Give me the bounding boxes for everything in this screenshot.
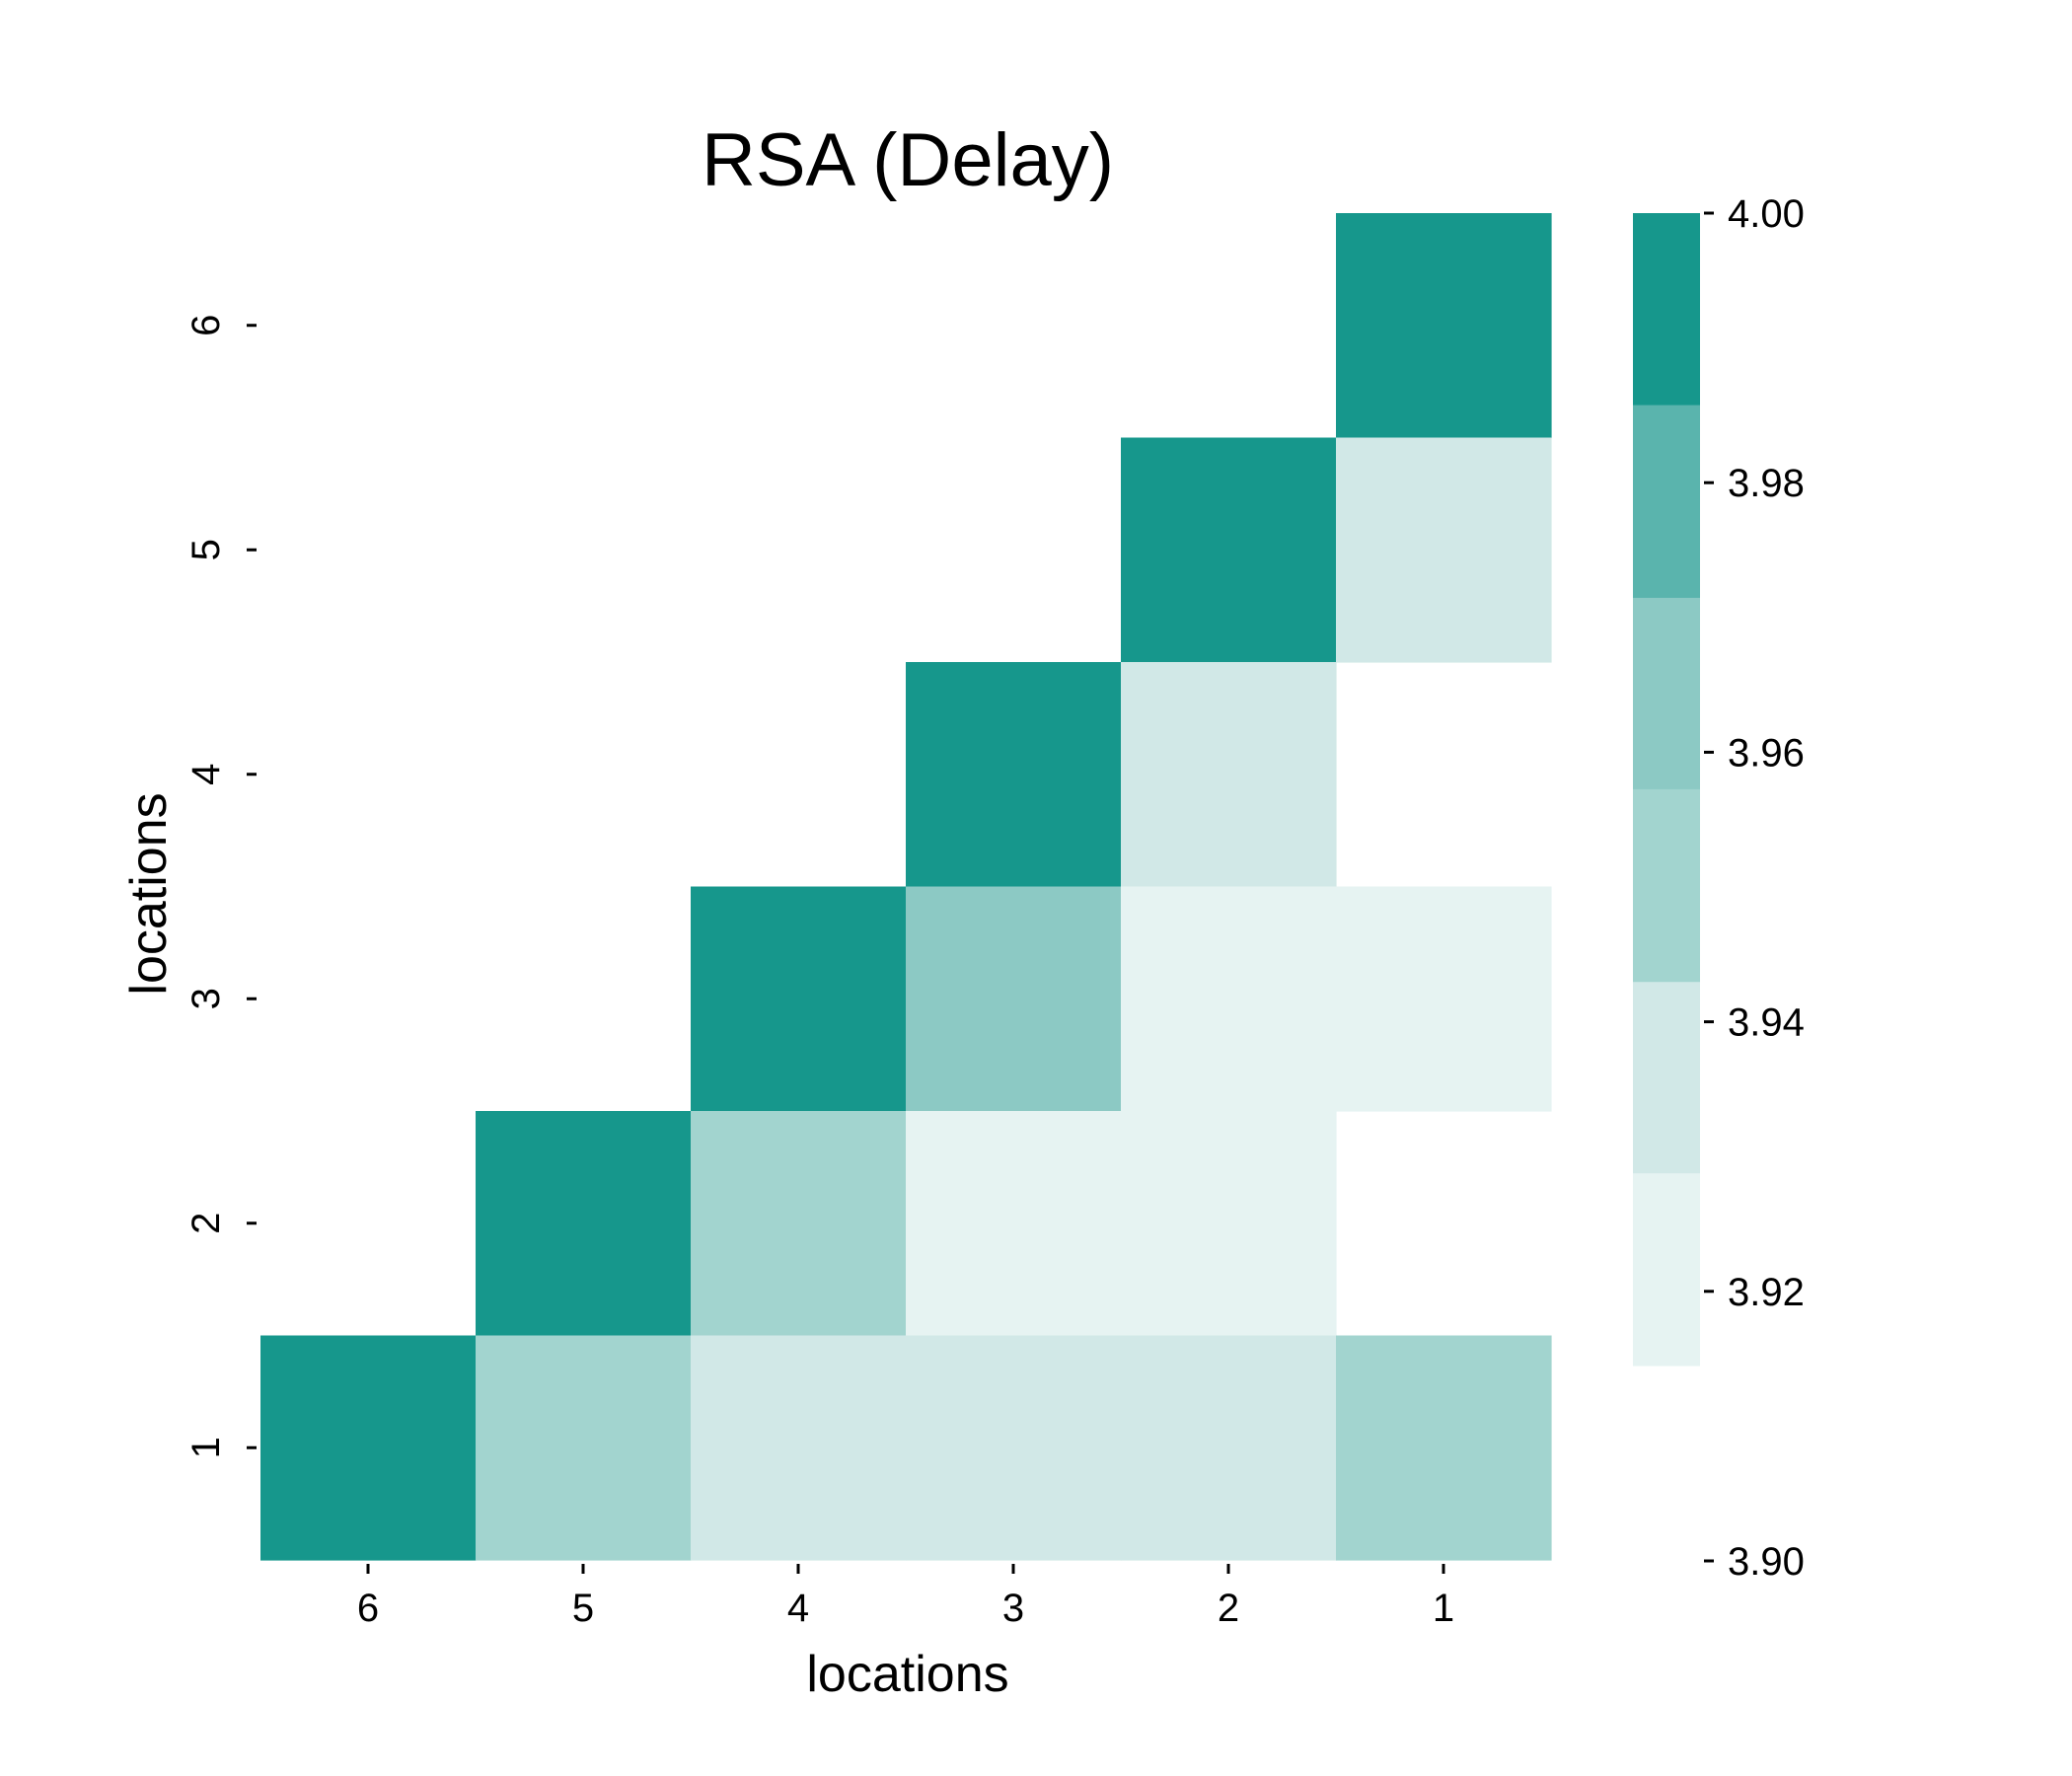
colorbar-segment xyxy=(1633,597,1700,789)
heatmap-cell xyxy=(1336,437,1552,663)
x-axis-ticks: 6 5 4 3 2 1 xyxy=(357,1564,1454,1630)
heatmap-cell xyxy=(1336,213,1552,439)
x-tick-label: 2 xyxy=(1218,1587,1239,1630)
colorbar-segment xyxy=(1633,981,1700,1174)
colorbar-segment xyxy=(1633,1172,1700,1367)
colorbar-segment xyxy=(1633,404,1700,598)
heatmap-cell xyxy=(906,662,1122,888)
heatmap-cell xyxy=(1336,1335,1552,1561)
heatmap-cell xyxy=(1336,886,1552,1112)
y-tick-label: 1 xyxy=(185,1437,228,1458)
chart-title: RSA (Delay) xyxy=(702,118,1114,202)
heatmap-cell xyxy=(906,1111,1122,1337)
colorbar-tick-label: 3.92 xyxy=(1728,1271,1805,1314)
heatmap-cell xyxy=(476,1335,692,1561)
heatmap-cell xyxy=(906,1335,1122,1561)
heatmap-cells xyxy=(260,213,1552,1561)
heatmap-cell xyxy=(260,1335,477,1561)
heatmap-cell xyxy=(1121,437,1337,663)
colorbar xyxy=(1633,213,1700,1367)
colorbar-tick-label: 3.94 xyxy=(1728,1001,1805,1045)
x-tick-label: 3 xyxy=(1002,1587,1024,1630)
y-axis-label: locations xyxy=(120,792,178,995)
colorbar-ticks: 4.00 3.98 3.96 3.94 3.92 3.90 xyxy=(1704,192,1805,1584)
y-axis-ticks: 6 5 4 3 2 1 xyxy=(185,315,257,1458)
colorbar-tick-label: 3.90 xyxy=(1728,1540,1805,1584)
colorbar-tick-label: 3.98 xyxy=(1728,462,1805,505)
heatmap-cell xyxy=(906,886,1122,1112)
x-axis-label: locations xyxy=(806,1646,1008,1703)
heatmap-cell xyxy=(691,886,907,1112)
colorbar-segment xyxy=(1633,788,1700,983)
heatmap-cell xyxy=(1121,886,1337,1112)
heatmap-cell xyxy=(1121,1111,1337,1337)
x-tick-label: 4 xyxy=(787,1587,809,1630)
y-tick-label: 6 xyxy=(185,315,228,336)
heatmap-cell xyxy=(1121,662,1337,888)
colorbar-segment xyxy=(1633,213,1700,406)
y-tick-label: 5 xyxy=(185,539,228,560)
heatmap-cell xyxy=(476,1111,692,1337)
y-tick-label: 4 xyxy=(185,764,228,785)
heatmap-cell xyxy=(691,1111,907,1337)
x-tick-label: 1 xyxy=(1433,1587,1454,1630)
colorbar-tick-label: 4.00 xyxy=(1728,192,1805,236)
y-tick-label: 3 xyxy=(185,988,228,1009)
y-tick-label: 2 xyxy=(185,1213,228,1234)
heatmap-cell xyxy=(1121,1335,1337,1561)
heatmap-cell xyxy=(691,1335,907,1561)
colorbar-tick-label: 3.96 xyxy=(1728,731,1805,775)
x-tick-label: 6 xyxy=(357,1587,379,1630)
x-tick-label: 5 xyxy=(572,1587,594,1630)
